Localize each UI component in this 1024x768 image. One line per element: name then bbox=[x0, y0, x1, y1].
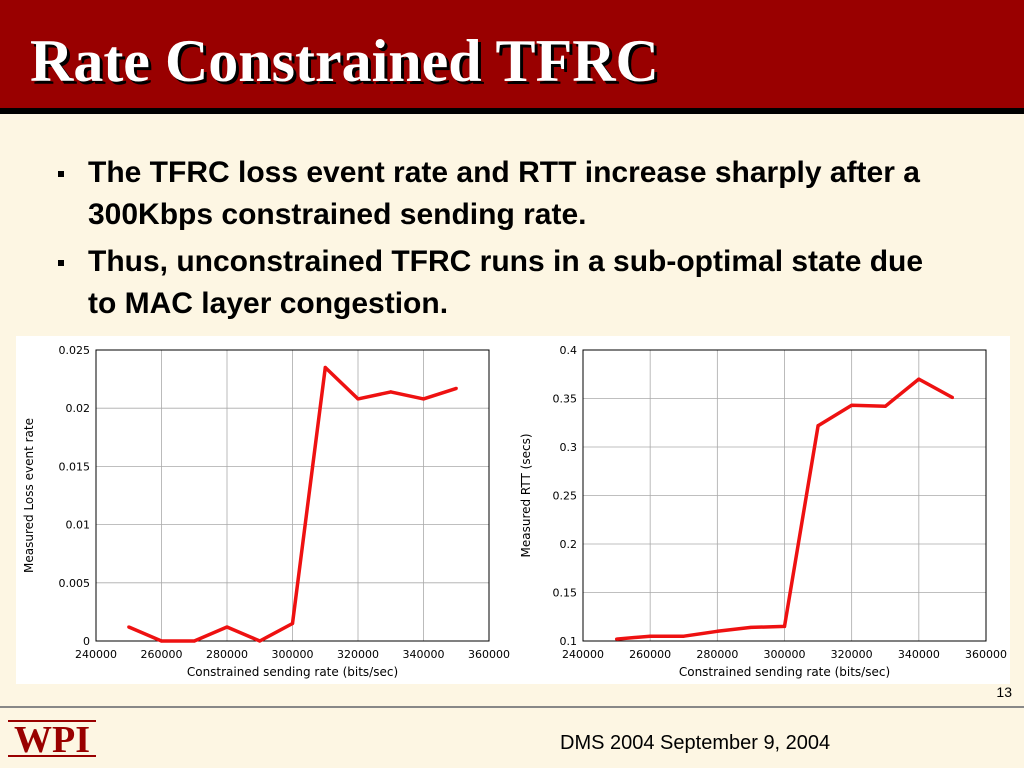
data-point bbox=[159, 639, 164, 643]
bullet-text: Thus, unconstrained TFRC runs in a sub-o… bbox=[88, 245, 924, 320]
bullet-marker-icon bbox=[58, 171, 64, 177]
x-tick-label: 340000 bbox=[403, 648, 445, 661]
y-axis-label: Measured Loss event rate bbox=[22, 418, 36, 573]
y-tick-label: 0.3 bbox=[560, 441, 578, 454]
x-tick-label: 320000 bbox=[337, 648, 379, 661]
data-point bbox=[715, 629, 719, 633]
x-tick-label: 340000 bbox=[898, 648, 940, 661]
x-tick-label: 280000 bbox=[696, 648, 738, 661]
x-tick-label: 360000 bbox=[468, 648, 510, 661]
wpi-logo: WPI bbox=[4, 712, 100, 762]
loss-rate-chart-svg: 240000 260000 280000 300000 320000 340000 3600… bbox=[22, 344, 510, 679]
data-point bbox=[782, 624, 787, 629]
y-axis-label: Measured RTT (secs) bbox=[519, 433, 533, 557]
data-point bbox=[816, 424, 820, 428]
data-point bbox=[127, 625, 131, 629]
bullet-item: The TFRC loss event rate and RTT increas… bbox=[58, 152, 958, 236]
data-point bbox=[917, 377, 921, 381]
x-tick-label: 240000 bbox=[562, 648, 604, 661]
data-point bbox=[421, 397, 426, 401]
y-tick-label: 0.2 bbox=[560, 538, 578, 551]
loss-rate-chart: 240000 260000 280000 300000 320000 340000 3600… bbox=[16, 336, 513, 684]
y-tick-label: 0.15 bbox=[553, 587, 578, 600]
y-tick-label: 0.025 bbox=[59, 344, 91, 357]
y-tick-label: 0.35 bbox=[553, 393, 578, 406]
data-point bbox=[290, 621, 295, 626]
slide-number: 13 bbox=[996, 684, 1012, 700]
bullet-item: Thus, unconstrained TFRC runs in a sub-o… bbox=[58, 241, 958, 325]
plot-frame bbox=[95, 349, 490, 642]
rtt-chart-svg: 240000 260000 280000 300000 320000 340000 3600… bbox=[519, 344, 1007, 679]
data-point bbox=[682, 634, 686, 638]
y-tick-label: 0.015 bbox=[59, 460, 91, 473]
data-point bbox=[850, 403, 854, 407]
plot-frame bbox=[582, 349, 987, 642]
footer-rule bbox=[0, 706, 1024, 708]
data-point bbox=[648, 634, 652, 638]
x-tick-label: 260000 bbox=[629, 648, 671, 661]
x-tick-label: 260000 bbox=[141, 648, 183, 661]
data-point bbox=[950, 395, 955, 400]
footer-text: DMS 2004 September 9, 2004 bbox=[560, 732, 831, 754]
y-tick-label: 0.005 bbox=[59, 577, 91, 590]
svg-text:WPI: WPI bbox=[14, 719, 90, 761]
y-tick-label: 0.4 bbox=[560, 344, 578, 357]
bullet-list: The TFRC loss event rate and RTT increas… bbox=[58, 152, 958, 330]
y-tick-label: 0.25 bbox=[553, 490, 578, 503]
x-tick-label: 320000 bbox=[831, 648, 873, 661]
data-point bbox=[192, 639, 196, 643]
data-point bbox=[389, 390, 393, 394]
x-axis-label: Constrained sending rate (bits/sec) bbox=[187, 665, 398, 679]
title-bar-rule bbox=[0, 108, 1024, 114]
y-tick-label: 0.02 bbox=[66, 402, 91, 415]
title-bar bbox=[0, 0, 1024, 108]
data-point bbox=[323, 365, 327, 370]
data-point bbox=[883, 404, 887, 408]
y-tick-label: 0.01 bbox=[66, 519, 91, 532]
data-point bbox=[454, 386, 458, 391]
y-tick-label: 0.1 bbox=[560, 635, 578, 648]
data-point bbox=[614, 637, 619, 641]
bullet-text: The TFRC loss event rate and RTT increas… bbox=[88, 156, 920, 231]
x-tick-label: 280000 bbox=[206, 648, 248, 661]
data-point bbox=[356, 397, 360, 401]
rtt-chart: 240000 260000 280000 300000 320000 340000 3600… bbox=[513, 336, 1010, 684]
x-tick-label: 300000 bbox=[272, 648, 314, 661]
data-point bbox=[749, 625, 753, 630]
x-tick-label: 300000 bbox=[764, 648, 806, 661]
data-point bbox=[258, 639, 262, 643]
data-point bbox=[225, 625, 229, 629]
x-axis-label: Constrained sending rate (bits/sec) bbox=[679, 665, 890, 679]
y-tick-label: 0 bbox=[83, 635, 90, 648]
x-tick-label: 240000 bbox=[75, 648, 117, 661]
x-tick-label: 360000 bbox=[965, 648, 1007, 661]
footer bbox=[0, 708, 1024, 768]
slide-title: Rate Constrained TFRC bbox=[30, 28, 659, 94]
bullet-marker-icon bbox=[58, 260, 64, 266]
